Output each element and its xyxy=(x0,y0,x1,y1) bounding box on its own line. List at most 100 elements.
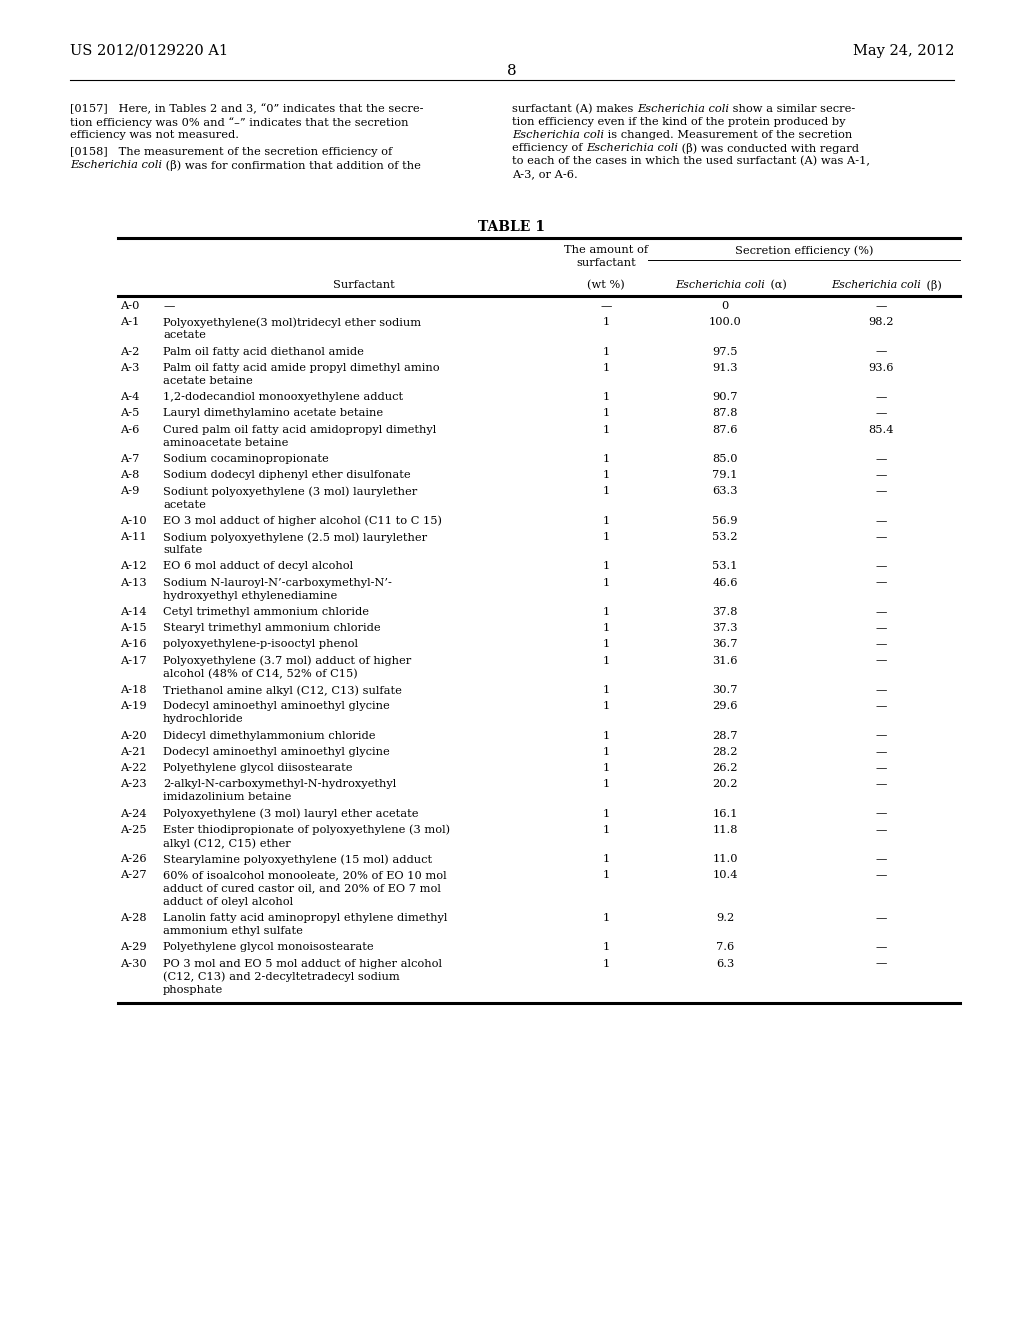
Text: tion efficiency even if the kind of the protein produced by: tion efficiency even if the kind of the … xyxy=(512,117,846,127)
Text: 1: 1 xyxy=(602,854,609,865)
Text: Lauryl dimethylamino acetate betaine: Lauryl dimethylamino acetate betaine xyxy=(163,408,383,418)
Text: —: — xyxy=(876,809,887,818)
Text: A-20: A-20 xyxy=(120,730,146,741)
Text: 1: 1 xyxy=(602,747,609,756)
Text: 1: 1 xyxy=(602,913,609,923)
Text: imidazolinium betaine: imidazolinium betaine xyxy=(163,792,292,803)
Text: surfactant (A) makes: surfactant (A) makes xyxy=(512,104,637,115)
Text: —: — xyxy=(876,701,887,711)
Text: 1: 1 xyxy=(602,516,609,525)
Text: 98.2: 98.2 xyxy=(868,317,894,327)
Text: A-12: A-12 xyxy=(120,561,146,572)
Text: alkyl (C12, C15) ether: alkyl (C12, C15) ether xyxy=(163,838,291,849)
Text: is changed. Measurement of the secretion: is changed. Measurement of the secretion xyxy=(604,129,852,140)
Text: —: — xyxy=(876,486,887,496)
Text: TABLE 1: TABLE 1 xyxy=(478,220,546,234)
Text: 37.8: 37.8 xyxy=(713,607,737,616)
Text: 53.2: 53.2 xyxy=(713,532,737,543)
Text: 79.1: 79.1 xyxy=(713,470,737,480)
Text: 7.6: 7.6 xyxy=(716,942,734,953)
Text: polyoxyethylene-p-isooctyl phenol: polyoxyethylene-p-isooctyl phenol xyxy=(163,639,358,649)
Text: —: — xyxy=(876,408,887,418)
Text: 1: 1 xyxy=(602,942,609,953)
Text: —: — xyxy=(876,685,887,696)
Text: Triethanol amine alkyl (C12, C13) sulfate: Triethanol amine alkyl (C12, C13) sulfat… xyxy=(163,685,401,696)
Text: adduct of cured castor oil, and 20% of EO 7 mol: adduct of cured castor oil, and 20% of E… xyxy=(163,883,441,894)
Text: Escherichia coli: Escherichia coli xyxy=(512,129,604,140)
Text: phosphate: phosphate xyxy=(163,985,223,995)
Text: Dodecyl aminoethyl aminoethyl glycine: Dodecyl aminoethyl aminoethyl glycine xyxy=(163,701,390,711)
Text: 1: 1 xyxy=(602,454,609,465)
Text: —: — xyxy=(876,623,887,634)
Text: 29.6: 29.6 xyxy=(713,701,737,711)
Text: A-9: A-9 xyxy=(120,486,139,496)
Text: 87.8: 87.8 xyxy=(713,408,737,418)
Text: A-4: A-4 xyxy=(120,392,139,403)
Text: efficiency was not measured.: efficiency was not measured. xyxy=(70,129,239,140)
Text: 100.0: 100.0 xyxy=(709,317,741,327)
Text: Sodium N-lauroyl-N’-carboxymethyl-N’-: Sodium N-lauroyl-N’-carboxymethyl-N’- xyxy=(163,578,392,587)
Text: —: — xyxy=(876,639,887,649)
Text: —: — xyxy=(876,607,887,616)
Text: A-16: A-16 xyxy=(120,639,146,649)
Text: 63.3: 63.3 xyxy=(713,486,737,496)
Text: Palm oil fatty acid diethanol amide: Palm oil fatty acid diethanol amide xyxy=(163,347,364,356)
Text: A-23: A-23 xyxy=(120,779,146,789)
Text: 1: 1 xyxy=(602,763,609,774)
Text: 1: 1 xyxy=(602,779,609,789)
Text: Sodium polyoxyethylene (2.5 mol) laurylether: Sodium polyoxyethylene (2.5 mol) lauryle… xyxy=(163,532,427,543)
Text: (wt %): (wt %) xyxy=(587,280,625,290)
Text: 26.2: 26.2 xyxy=(713,763,737,774)
Text: 46.6: 46.6 xyxy=(713,578,737,587)
Text: 1: 1 xyxy=(602,825,609,834)
Text: A-11: A-11 xyxy=(120,532,146,543)
Text: 2-alkyl-N-carboxymethyl-N-hydroxyethyl: 2-alkyl-N-carboxymethyl-N-hydroxyethyl xyxy=(163,779,396,789)
Text: (β): (β) xyxy=(923,280,942,290)
Text: A-30: A-30 xyxy=(120,958,146,969)
Text: A-13: A-13 xyxy=(120,578,146,587)
Text: A-21: A-21 xyxy=(120,747,146,756)
Text: Escherichia coli: Escherichia coli xyxy=(70,160,162,170)
Text: —: — xyxy=(876,913,887,923)
Text: Escherichia coli: Escherichia coli xyxy=(831,280,921,290)
Text: acetate betaine: acetate betaine xyxy=(163,376,253,385)
Text: Polyethylene glycol monoisostearate: Polyethylene glycol monoisostearate xyxy=(163,942,374,953)
Text: 1: 1 xyxy=(602,870,609,880)
Text: 0: 0 xyxy=(721,301,729,312)
Text: A-18: A-18 xyxy=(120,685,146,696)
Text: 1: 1 xyxy=(602,623,609,634)
Text: The amount of: The amount of xyxy=(564,246,648,255)
Text: (β) was conducted with regard: (β) was conducted with regard xyxy=(678,143,859,154)
Text: (C12, C13) and 2-decyltetradecyl sodium: (C12, C13) and 2-decyltetradecyl sodium xyxy=(163,972,399,982)
Text: —: — xyxy=(876,779,887,789)
Text: 1: 1 xyxy=(602,486,609,496)
Text: EO 3 mol adduct of higher alcohol (C11 to C 15): EO 3 mol adduct of higher alcohol (C11 t… xyxy=(163,516,442,527)
Text: 20.2: 20.2 xyxy=(713,779,737,789)
Text: to each of the cases in which the used surfactant (A) was A-1,: to each of the cases in which the used s… xyxy=(512,156,870,166)
Text: —: — xyxy=(876,730,887,741)
Text: Dodecyl aminoethyl aminoethyl glycine: Dodecyl aminoethyl aminoethyl glycine xyxy=(163,747,390,756)
Text: Sodium cocaminopropionate: Sodium cocaminopropionate xyxy=(163,454,329,465)
Text: Secretion efficiency (%): Secretion efficiency (%) xyxy=(735,246,873,256)
Text: US 2012/0129220 A1: US 2012/0129220 A1 xyxy=(70,44,228,58)
Text: 1: 1 xyxy=(602,730,609,741)
Text: —: — xyxy=(876,301,887,312)
Text: Escherichia coli: Escherichia coli xyxy=(675,280,765,290)
Text: —: — xyxy=(876,561,887,572)
Text: ammonium ethyl sulfate: ammonium ethyl sulfate xyxy=(163,927,303,936)
Text: 6.3: 6.3 xyxy=(716,958,734,969)
Text: —: — xyxy=(876,747,887,756)
Text: Stearyl trimethyl ammonium chloride: Stearyl trimethyl ammonium chloride xyxy=(163,623,381,634)
Text: 1: 1 xyxy=(602,656,609,665)
Text: acetate: acetate xyxy=(163,499,206,510)
Text: Ester thiodipropionate of polyoxyethylene (3 mol): Ester thiodipropionate of polyoxyethylen… xyxy=(163,825,451,836)
Text: A-28: A-28 xyxy=(120,913,146,923)
Text: Polyoxyethylene(3 mol)tridecyl ether sodium: Polyoxyethylene(3 mol)tridecyl ether sod… xyxy=(163,317,421,327)
Text: EO 6 mol adduct of decyl alcohol: EO 6 mol adduct of decyl alcohol xyxy=(163,561,353,572)
Text: 1: 1 xyxy=(602,809,609,818)
Text: Polyoxyethylene (3.7 mol) adduct of higher: Polyoxyethylene (3.7 mol) adduct of high… xyxy=(163,656,412,667)
Text: 1: 1 xyxy=(602,607,609,616)
Text: A-19: A-19 xyxy=(120,701,146,711)
Text: Escherichia coli: Escherichia coli xyxy=(637,104,729,114)
Text: —: — xyxy=(876,870,887,880)
